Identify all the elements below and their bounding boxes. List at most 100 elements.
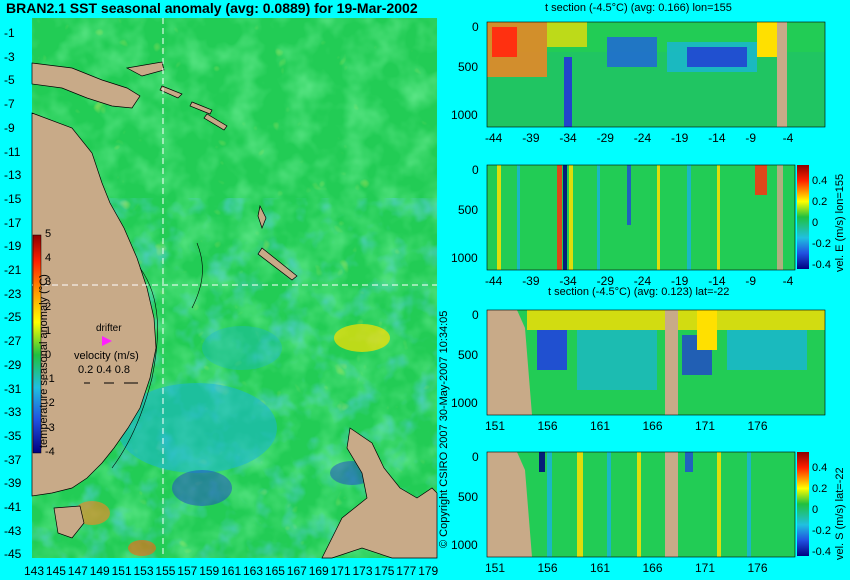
map-colorbar-tick: 2 [45,300,52,313]
map-x-tick: 157 [177,564,198,578]
panel-x-tick: -44 [485,131,503,145]
map-y-tick: -37 [4,452,22,467]
velocity-streaks [539,452,751,557]
map-y-tick: -25 [4,310,22,325]
map-x-tick: 169 [308,564,329,578]
map-x-tick: 167 [286,564,307,578]
map-colorbar-tick: 1 [45,324,52,337]
drifter-marker [102,336,112,346]
panel-x-tick: 161 [590,561,611,575]
map-x-tick: 153 [133,564,154,578]
map-y-tick: -31 [4,381,22,396]
land-gap [665,452,678,557]
map-colorbar-tick: 3 [45,276,52,289]
panel-x-tick: -14 [708,274,726,288]
vel-s-lat-plot [486,451,796,558]
map-y-tick: -1 [4,26,15,40]
cold-patch [117,383,277,473]
land-new-britain [125,61,165,77]
map-x-tick: 163 [243,564,264,578]
panel-y-tick: 0 [472,308,479,322]
panel-x-tick: -39 [522,274,540,288]
colorbar-tick: 0 [812,217,819,229]
land-australia [31,112,157,497]
panel-x-tick: -14 [708,131,726,145]
map-x-tick: 177 [396,564,417,578]
panel-y-tick: 500 [458,60,479,74]
panel-y-tick: 0 [472,163,479,177]
velocity-label: velocity (m/s) [74,350,139,362]
map-y-tick: -45 [4,547,22,562]
panel-1-title: t section (-4.5°C) (avg: 0.166) lon=155 [545,2,732,14]
map-colorbar-tick: -1 [45,373,55,386]
vel-s-colorbar [797,452,809,556]
panel-x-tick: 171 [695,419,716,433]
colorbar-tick: 0.2 [812,483,828,495]
panel-y-tick: 1000 [451,396,478,410]
cold-band [607,37,657,67]
land-wall [487,452,532,557]
panel-x-tick: -44 [485,274,503,288]
panel-x-tick: -34 [559,131,577,145]
map-x-tick: 159 [199,564,220,578]
panel-x-tick: -29 [596,274,614,288]
colorbar-tick: 0.4 [812,462,828,474]
panel-x-tick: 166 [642,561,663,575]
map-title: BRAN2.1 SST seasonal anomaly (avg: 0.088… [6,0,418,16]
panel-y-tick: 500 [458,348,479,362]
colorbar-tick: -0.4 [812,259,831,271]
map-colorbar-tick: 4 [45,252,52,265]
land-new-guinea [31,62,141,109]
panel-x-tick: 156 [537,561,558,575]
map-y-tick: -29 [4,357,22,372]
vel-e-colorbar [797,165,809,269]
panel-x-tick: 161 [590,419,611,433]
panel-x-tick: -39 [522,131,540,145]
map-y-tick: -39 [4,476,22,491]
panel-y-tick: 1000 [451,251,478,265]
map-y-tick: -13 [4,168,22,183]
map-x-tick: 175 [374,564,395,578]
panel-x-tick: -19 [671,131,689,145]
vel-s-colorbar-label: vel. S (m/s) lat=-22 [834,467,846,560]
panel-x-tick: -34 [559,274,577,288]
map-y-tick: -27 [4,334,22,349]
panel-x-tick: -24 [633,274,652,288]
map-y-tick: -43 [4,523,22,538]
sst-map[interactable] [31,18,438,559]
map-colorbar [32,234,42,454]
colorbar-tick: -0.2 [812,238,831,250]
cold-band [727,330,807,370]
map-x-tick: 155 [155,564,176,578]
land-new-zealand [321,427,438,559]
map-contour [111,267,158,469]
warm-band [492,27,517,57]
land-wall [487,310,532,415]
land-solomon-islands [159,85,228,131]
colorbar-tick: 0 [812,504,819,516]
map-x-tick: 145 [45,564,66,578]
map-x-tick: 179 [418,564,439,578]
panel-x-tick: -24 [633,131,652,145]
map-x-tick: 173 [352,564,373,578]
panel-y-tick: 500 [458,203,479,217]
cold-patch [172,470,232,506]
map-y-tick: -33 [4,405,22,420]
map-colorbar-label: temperature seasonal anomaly (°C) [38,274,50,448]
panel-x-tick: -4 [782,274,794,288]
t-section-lon-plot [486,21,826,128]
map-contour [191,242,203,309]
vel-e-colorbar-label: vel. E (m/s) lon=155 [834,173,846,272]
panel-x-tick: -19 [671,274,689,288]
map-y-tick: -23 [4,286,22,301]
panel-x-tick: 151 [485,419,506,433]
warm-band [697,310,717,350]
copyright-text: © Copyright CSIRO 2007 30-May-2007 10:34… [438,310,450,548]
panel-x-tick: 156 [537,419,558,433]
land-new-caledonia [257,247,298,281]
colorbar-tick: 0.4 [812,175,828,187]
cold-band [687,47,747,67]
panel-x-tick: 176 [747,419,768,433]
map-y-tick: -5 [4,73,15,88]
map-y-tick: -17 [4,215,22,230]
